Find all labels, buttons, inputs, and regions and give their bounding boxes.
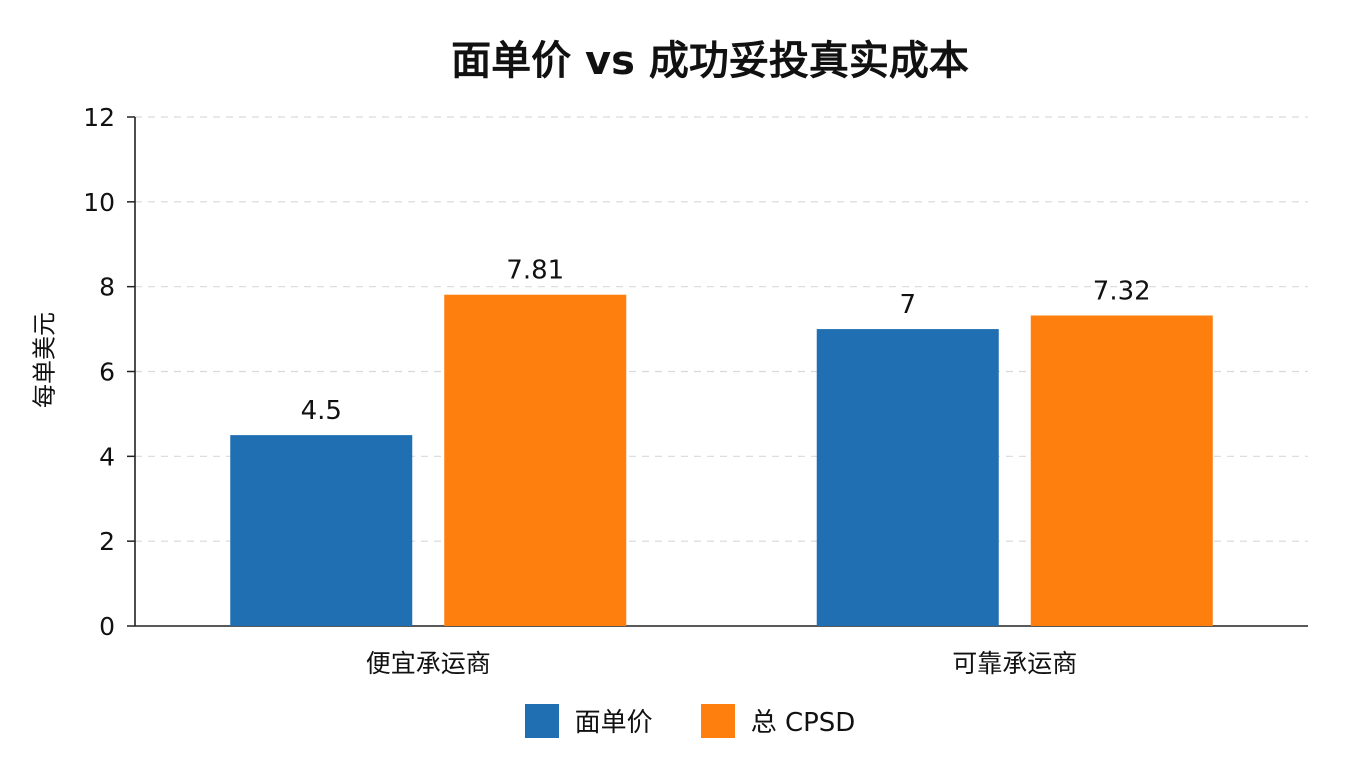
legend-swatch-series-0	[524, 703, 559, 738]
data-label: 7.32	[1093, 277, 1151, 307]
y-tick-label: 12	[83, 103, 115, 132]
x-tick-label: 便宜承运商	[366, 649, 491, 678]
y-tick-label: 10	[83, 188, 115, 217]
data-label: 4.5	[301, 396, 342, 426]
bar	[1030, 315, 1213, 626]
legend-item-series-1: 总 CPSD	[700, 702, 856, 739]
data-label: 7.81	[506, 256, 564, 286]
y-tick-label: 8	[99, 273, 115, 302]
y-tick-label: 0	[99, 612, 115, 641]
legend: 面单价 总 CPSD	[0, 702, 1360, 739]
legend-label-series-1: 总 CPSD	[750, 708, 856, 738]
legend-item-series-0: 面单价	[524, 702, 653, 739]
bar	[444, 294, 627, 626]
labels: 0 2 4 6 8 10 12 4.5 7.81 便宜承运商 7 7.32 可靠承运商	[83, 103, 1151, 678]
data-label: 7	[899, 290, 916, 320]
x-tick-label: 可靠承运商	[952, 649, 1077, 678]
bars	[230, 294, 1213, 626]
legend-label-series-0: 面单价	[574, 708, 653, 738]
y-tick-label: 4	[99, 442, 115, 471]
legend-swatch-series-1	[700, 703, 735, 738]
bar	[230, 435, 413, 626]
bar	[816, 329, 999, 626]
y-tick-label: 2	[99, 527, 115, 556]
chart-title: 面单价 vs 成功妥投真实成本	[451, 38, 969, 84]
y-tick-label: 6	[99, 358, 115, 387]
